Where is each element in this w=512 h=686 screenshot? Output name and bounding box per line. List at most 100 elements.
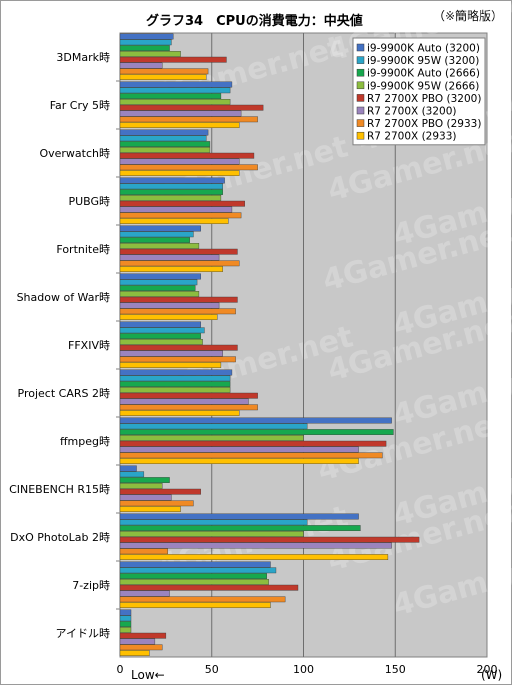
bar xyxy=(119,387,231,393)
category-label: アイドル時 xyxy=(56,627,110,640)
category-label: FFXIV時 xyxy=(68,339,110,352)
bar xyxy=(119,627,132,633)
x-tick-label: 200 xyxy=(477,663,498,676)
bar xyxy=(119,567,277,574)
bar xyxy=(119,644,163,651)
bar xyxy=(119,56,227,63)
bar xyxy=(119,590,170,597)
legend-label: i9-9900K 95W (3200) xyxy=(367,55,479,67)
x-tick-label: 0 xyxy=(117,663,124,676)
bar xyxy=(119,68,209,75)
legend-swatch xyxy=(356,119,365,127)
bar xyxy=(119,513,359,520)
bar xyxy=(119,45,170,52)
bar xyxy=(119,579,269,585)
bar xyxy=(119,206,233,213)
bar xyxy=(119,339,203,345)
bar xyxy=(119,471,145,478)
category-label: DxO PhotoLab 2時 xyxy=(10,531,110,544)
bar xyxy=(119,39,172,46)
bar xyxy=(119,465,137,472)
legend-swatch xyxy=(356,56,365,64)
bar xyxy=(119,632,167,639)
bar xyxy=(119,93,222,100)
legend-swatch xyxy=(356,106,365,115)
bar xyxy=(119,314,218,320)
bar xyxy=(119,194,222,201)
bar xyxy=(119,650,150,657)
bar xyxy=(119,110,242,117)
bar xyxy=(119,164,258,171)
bar xyxy=(119,350,223,357)
bar xyxy=(119,381,231,387)
bar xyxy=(119,477,170,483)
bar xyxy=(119,135,207,142)
legend-label: R7 2700X (2933) xyxy=(367,131,456,143)
bar xyxy=(119,369,233,376)
bar xyxy=(119,506,181,512)
category-label: Fortnite時 xyxy=(56,243,110,256)
category-label: Project CARS 2時 xyxy=(18,387,110,400)
legend-label: R7 2700X PBO (2933) xyxy=(367,118,481,130)
bar xyxy=(119,302,220,309)
bar xyxy=(119,417,392,424)
bar xyxy=(119,296,238,303)
bar xyxy=(119,129,209,136)
bar xyxy=(119,212,242,219)
bar xyxy=(119,152,255,159)
bar xyxy=(119,440,387,447)
bar xyxy=(119,225,201,232)
legend-swatch xyxy=(356,131,365,140)
bar xyxy=(119,446,359,453)
bar xyxy=(119,308,236,315)
bar xyxy=(119,404,258,411)
legend-swatch xyxy=(356,94,365,102)
bar xyxy=(119,266,223,272)
bar xyxy=(119,81,233,88)
x-tick-label: 50 xyxy=(205,663,219,676)
bar xyxy=(119,273,201,280)
bar xyxy=(119,536,420,543)
bar xyxy=(119,51,181,57)
bar xyxy=(119,321,201,328)
bar xyxy=(119,170,240,176)
bar xyxy=(119,260,240,267)
bar xyxy=(119,231,194,238)
bar xyxy=(119,33,174,40)
bar xyxy=(119,488,201,495)
bar xyxy=(119,285,196,291)
category-label: CINEBENCH R15時 xyxy=(9,483,110,496)
category-label: Shadow of War時 xyxy=(17,291,110,304)
bar xyxy=(119,158,240,165)
bar xyxy=(119,116,258,123)
bar xyxy=(119,398,249,405)
bar xyxy=(119,248,238,255)
bar xyxy=(119,327,205,334)
bar xyxy=(119,291,200,297)
bar xyxy=(119,344,238,351)
bar xyxy=(119,218,229,224)
legend-swatch xyxy=(356,81,365,90)
bar xyxy=(119,531,304,537)
bar xyxy=(119,423,308,430)
bar xyxy=(119,542,392,549)
legend-swatch xyxy=(356,43,365,52)
bar xyxy=(119,183,223,190)
x-axis-label: Low← xyxy=(131,668,165,682)
bar xyxy=(119,254,220,261)
x-tick-label: 100 xyxy=(293,663,314,676)
bar xyxy=(119,602,271,609)
legend-swatch xyxy=(356,68,365,77)
legend-label: R7 2700X PBO (3200) xyxy=(367,93,481,105)
bar xyxy=(119,435,304,441)
bar xyxy=(119,500,194,507)
legend-label: R7 2700X (3200) xyxy=(367,106,456,118)
bar xyxy=(119,200,245,207)
legend-box xyxy=(352,37,486,146)
bar xyxy=(119,452,383,459)
bar xyxy=(119,525,361,532)
bar xyxy=(119,122,240,129)
bar xyxy=(119,375,231,382)
legend-label: i9-9900K Auto (2666) xyxy=(367,68,480,80)
